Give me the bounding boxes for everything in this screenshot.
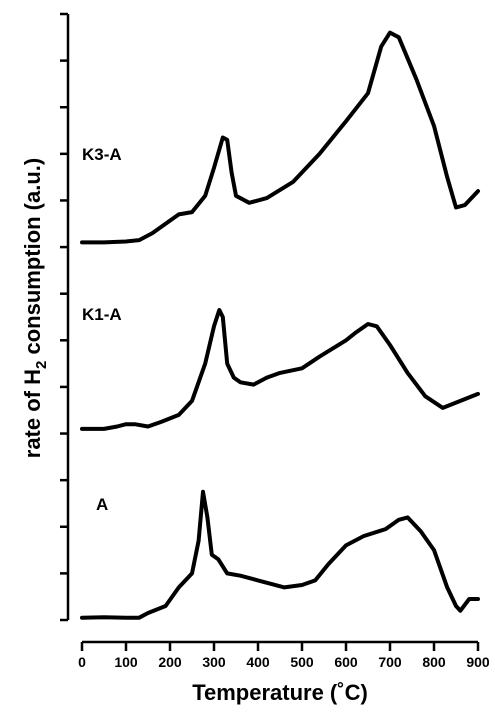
y-axis-title: rate of H2 consumption (a.u.) <box>20 158 50 458</box>
x-tick-label: 100 <box>114 654 138 670</box>
series-label-a: A <box>96 495 108 514</box>
x-tick-label: 600 <box>334 654 358 670</box>
y-axis-title-subscript: 2 <box>33 361 50 369</box>
series-line-k3-a <box>80 30 480 245</box>
series-line-a <box>80 489 480 620</box>
series-line-k1-a <box>80 308 480 431</box>
x-tick-label: 0 <box>78 654 86 670</box>
x-tick-label: 400 <box>246 654 270 670</box>
y-axis <box>60 12 70 622</box>
x-tick-label: 500 <box>290 654 314 670</box>
x-tick-label: 900 <box>466 654 490 670</box>
x-tick-label: 700 <box>378 654 402 670</box>
x-axis: 0 100 200 300 400 500 600 700 800 900 <box>78 640 490 670</box>
series-label-k3-a: K3-A <box>82 145 122 164</box>
series-label-k1-a: K1-A <box>82 305 122 324</box>
x-axis-title: Temperature (˚C) <box>192 680 368 705</box>
x-tick-label: 200 <box>158 654 182 670</box>
x-tick-label: 300 <box>202 654 226 670</box>
x-tick-label: 800 <box>422 654 446 670</box>
y-axis-title-part-1: rate of H <box>20 369 45 458</box>
plot-area: A K1-A K3-A <box>80 30 480 620</box>
y-axis-title-part-3: consumption (a.u.) <box>20 158 45 361</box>
